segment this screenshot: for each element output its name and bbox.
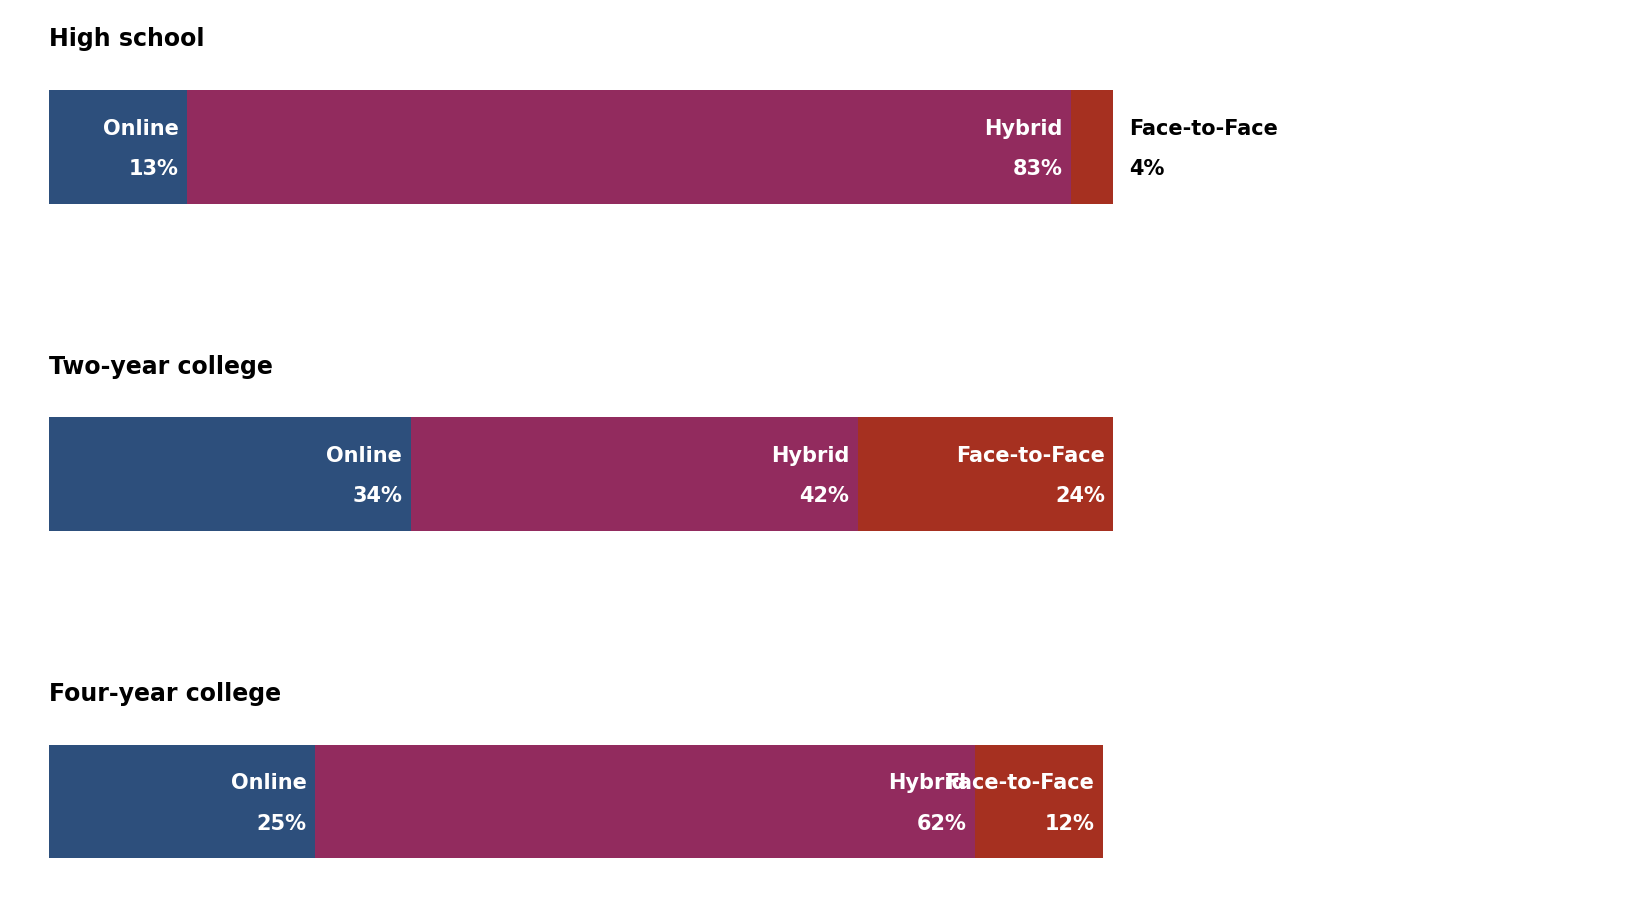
Text: High school: High school xyxy=(49,28,204,52)
Bar xyxy=(1071,90,1113,204)
Bar xyxy=(49,90,188,204)
Bar xyxy=(858,417,1113,531)
Text: 83%: 83% xyxy=(1012,159,1062,179)
Text: 34%: 34% xyxy=(353,486,403,507)
Bar xyxy=(315,745,974,858)
Text: Online: Online xyxy=(230,774,307,793)
Text: 4%: 4% xyxy=(1129,159,1165,179)
Bar xyxy=(411,417,858,531)
Text: 25%: 25% xyxy=(256,813,307,834)
Text: 13%: 13% xyxy=(129,159,180,179)
Text: Face-to-Face: Face-to-Face xyxy=(945,774,1093,793)
Text: Hybrid: Hybrid xyxy=(888,774,966,793)
Text: Online: Online xyxy=(103,119,180,139)
Text: 12%: 12% xyxy=(1044,813,1093,834)
Text: Two-year college: Two-year college xyxy=(49,355,273,379)
Text: Hybrid: Hybrid xyxy=(770,446,849,466)
Text: Four-year college: Four-year college xyxy=(49,682,281,706)
Text: Face-to-Face: Face-to-Face xyxy=(956,446,1105,466)
Text: Face-to-Face: Face-to-Face xyxy=(1129,119,1278,139)
Text: 24%: 24% xyxy=(1054,486,1105,507)
Bar xyxy=(49,745,315,858)
Text: Hybrid: Hybrid xyxy=(984,119,1062,139)
Text: Online: Online xyxy=(326,446,403,466)
Text: 42%: 42% xyxy=(800,486,849,507)
Text: 62%: 62% xyxy=(917,813,966,834)
Bar xyxy=(974,745,1103,858)
Bar xyxy=(49,417,411,531)
Bar xyxy=(188,90,1071,204)
